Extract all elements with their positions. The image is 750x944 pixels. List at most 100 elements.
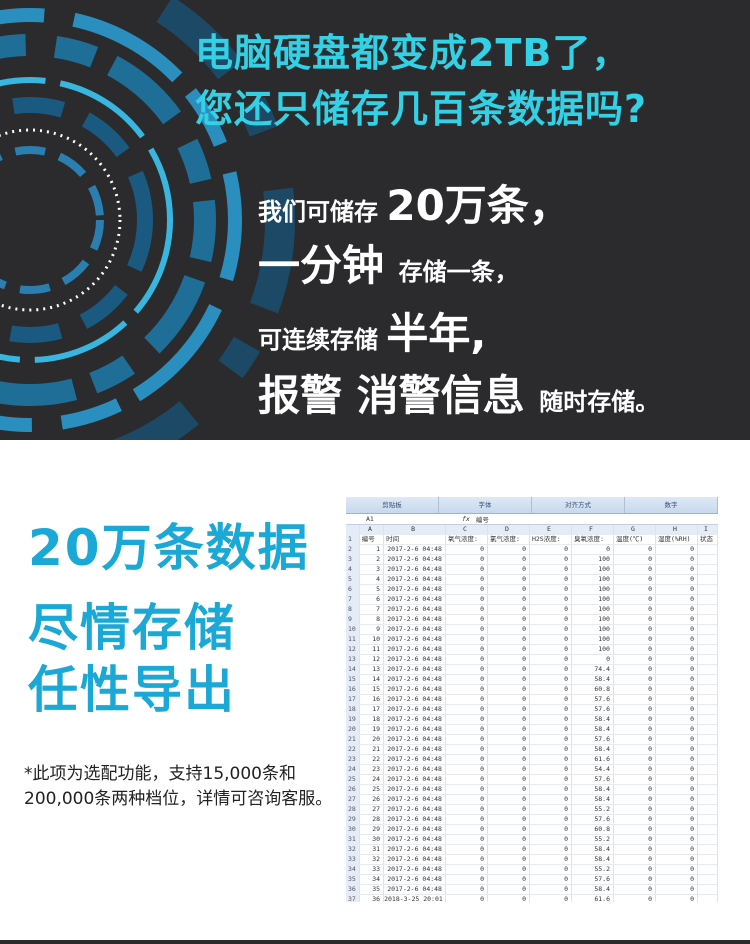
status-cell [697, 614, 718, 625]
temperature-cell: 0 [613, 804, 656, 815]
status-cell [697, 674, 718, 685]
status-cell [697, 774, 718, 785]
status-cell [697, 554, 718, 565]
gas-cell: 0 [445, 754, 488, 765]
id-cell: 26 [359, 794, 385, 805]
ozone-cell: 58.4 [571, 854, 614, 865]
time-cell: 2017-2-6 04:48 [383, 804, 446, 815]
status-cell [697, 594, 718, 605]
time-cell: 2017-2-6 04:48 [383, 754, 446, 765]
gas-cell: 0 [445, 824, 488, 835]
gas-cell: 0 [529, 694, 572, 705]
temperature-cell: 0 [613, 814, 656, 825]
row-number: 35 [346, 874, 360, 885]
time-cell: 2017-2-6 04:48 [383, 794, 446, 805]
humidity-cell: 0 [655, 594, 698, 605]
status-cell [697, 634, 718, 645]
row-number: 31 [346, 834, 360, 845]
time-cell: 2017-2-6 04:48 [383, 604, 446, 615]
status-cell [697, 854, 718, 865]
time-cell: 2017-2-6 04:48 [383, 724, 446, 735]
temperature-cell: 0 [613, 794, 656, 805]
row-number: 17 [346, 694, 360, 705]
feature-line-3: 可连续存储 半年, [258, 300, 486, 361]
status-cell [697, 564, 718, 575]
column-letter: D [487, 525, 530, 535]
time-cell: 2017-2-6 04:48 [383, 624, 446, 635]
humidity-cell: 0 [655, 684, 698, 695]
gas-cell: 0 [445, 874, 488, 885]
table-row: 4 3 2017-2-6 04:48 0 0 0 100 0 0 [346, 564, 718, 575]
gas-cell: 0 [529, 834, 572, 845]
gas-cell: 0 [529, 824, 572, 835]
gas-cell: 0 [529, 664, 572, 675]
gas-cell: 0 [487, 794, 530, 805]
table-row: 24 23 2017-2-6 04:48 0 0 0 54.4 0 0 [346, 764, 718, 775]
ozone-cell: 61.6 [571, 754, 614, 765]
humidity-cell: 0 [655, 764, 698, 775]
gas-cell: 0 [445, 794, 488, 805]
slogan-line-2: 尽情存储 [28, 599, 236, 657]
time-cell: 2017-2-6 04:48 [383, 594, 446, 605]
gas-cell: 0 [445, 694, 488, 705]
ozone-cell: 0 [571, 544, 614, 555]
id-cell: 13 [359, 664, 385, 675]
table-row: 35 34 2017-2-6 04:48 0 0 0 57.6 0 0 [346, 874, 718, 885]
feature-text: 存储一条， [398, 258, 519, 286]
humidity-cell: 0 [655, 624, 698, 635]
humidity-cell: 0 [655, 824, 698, 835]
ozone-cell: 58.4 [571, 714, 614, 725]
temperature-cell: 0 [613, 864, 656, 875]
gas-cell: 0 [487, 564, 530, 575]
status-cell [697, 894, 718, 902]
gas-cell: 0 [445, 774, 488, 785]
gas-cell: 0 [487, 894, 530, 902]
time-cell: 2017-2-6 04:48 [383, 744, 446, 755]
temperature-cell: 0 [613, 774, 656, 785]
id-cell: 19 [359, 724, 385, 735]
row-number: 26 [346, 784, 360, 795]
table-row: 2 1 2017-2-6 04:48 0 0 0 0 0 0 [346, 544, 718, 555]
humidity-cell: 0 [655, 864, 698, 875]
table-row: 31 30 2017-2-6 04:48 0 0 0 55.2 0 0 [346, 834, 718, 845]
table-row: 9 8 2017-2-6 04:48 0 0 0 100 0 0 [346, 614, 718, 625]
header-cell: H2S浓度: [529, 534, 572, 545]
id-cell: 35 [359, 884, 385, 895]
table-row: 36 35 2017-2-6 04:48 0 0 0 58.4 0 0 [346, 884, 718, 895]
humidity-cell: 0 [655, 544, 698, 555]
status-cell [697, 744, 718, 755]
temperature-cell: 0 [613, 834, 656, 845]
ozone-cell: 100 [571, 644, 614, 655]
table-row: 29 28 2017-2-6 04:48 0 0 0 57.6 0 0 [346, 814, 718, 825]
humidity-cell: 0 [655, 724, 698, 735]
status-cell [697, 844, 718, 855]
gas-cell: 0 [445, 844, 488, 855]
gas-cell: 0 [445, 834, 488, 845]
humidity-cell: 0 [655, 744, 698, 755]
time-cell: 2017-2-6 04:48 [383, 694, 446, 705]
gas-cell: 0 [529, 734, 572, 745]
id-cell: 27 [359, 804, 385, 815]
feature-text: 一分钟 [258, 241, 399, 290]
temperature-cell: 0 [613, 724, 656, 735]
gas-cell: 0 [487, 704, 530, 715]
gas-cell: 0 [487, 714, 530, 725]
id-cell: 29 [359, 824, 385, 835]
temperature-cell: 0 [613, 714, 656, 725]
gas-cell: 0 [487, 824, 530, 835]
temperature-cell: 0 [613, 684, 656, 695]
bottom-divider [0, 940, 750, 944]
gas-cell: 0 [529, 614, 572, 625]
ozone-cell: 100 [571, 564, 614, 575]
humidity-cell: 0 [655, 664, 698, 675]
ozone-cell: 100 [571, 614, 614, 625]
time-cell: 2017-2-6 04:48 [383, 814, 446, 825]
gas-cell: 0 [529, 794, 572, 805]
gas-cell: 0 [445, 604, 488, 615]
id-cell: 9 [359, 624, 385, 635]
temperature-cell: 0 [613, 624, 656, 635]
id-cell: 20 [359, 734, 385, 745]
table-row: 15 14 2017-2-6 04:48 0 0 0 58.4 0 0 [346, 674, 718, 685]
ozone-cell: 55.2 [571, 804, 614, 815]
gas-cell: 0 [487, 614, 530, 625]
